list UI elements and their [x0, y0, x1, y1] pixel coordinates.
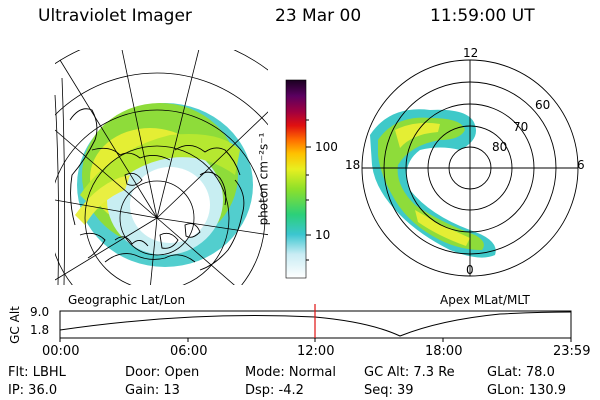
mlat-label-80: 80: [492, 140, 508, 154]
param-seq: Seq: 39: [364, 383, 414, 398]
param-flt: Flt: LBHL: [8, 365, 66, 380]
geo-map-label: Geographic Lat/Lon: [68, 293, 186, 307]
xtick-1200: 12:00: [297, 344, 335, 359]
param-glat: GLat: 78.0: [487, 365, 555, 380]
colorbar-tick-10: 10: [315, 228, 331, 242]
mlt-label-0: 0: [466, 263, 474, 277]
time-label: 11:59:00 UT: [430, 6, 535, 26]
param-dsp: Dsp: -4.2: [245, 383, 304, 398]
polar-oval-yellow-top: [395, 122, 440, 148]
polar-plot: [361, 59, 579, 277]
altitude-ytick-9: 9.0: [30, 305, 50, 319]
polar-oval-green: [378, 117, 484, 250]
colorbar-tick-marks: [306, 119, 311, 261]
param-mode: Mode: Normal: [245, 365, 336, 380]
param-door: Door: Open: [125, 365, 200, 380]
geo-band-bright: [75, 175, 130, 225]
geo-band: [80, 134, 240, 210]
param-ip: IP: 36.0: [8, 383, 58, 398]
altitude-plot: [59, 304, 572, 342]
colorbar-unit-label: photon cm⁻²s⁻¹: [256, 132, 271, 226]
mlat-label-70: 70: [513, 120, 529, 134]
polar-plot-label: Apex MLat/MLT: [440, 293, 530, 307]
polar-oval-yellow-bottom: [415, 210, 470, 246]
mlt-label-18: 18: [345, 158, 361, 172]
colorbar-gradient: [285, 79, 307, 279]
xtick-1800: 18:00: [425, 344, 463, 359]
param-glon: GLon: 130.9: [487, 383, 567, 398]
mlat-label-60: 60: [535, 98, 551, 112]
altitude-ylabel: GC Alt: [7, 306, 22, 344]
mlt-label-12: 12: [463, 46, 479, 60]
colorbar-tick-100: 100: [315, 140, 338, 154]
param-gcalt: GC Alt: 7.3 Re: [364, 365, 455, 380]
geo-map: [55, 50, 268, 285]
mlt-label-6: 6: [577, 158, 585, 172]
xtick-2359: 23:59: [553, 344, 591, 359]
param-gain: Gain: 13: [125, 383, 180, 398]
altitude-curve: [59, 311, 572, 337]
xtick-0600: 06:00: [170, 344, 208, 359]
date-label: 23 Mar 00: [275, 6, 362, 26]
polar-hole: [419, 173, 442, 200]
instrument-title: Ultraviolet Imager: [38, 6, 192, 26]
xtick-0000: 00:00: [42, 344, 80, 359]
altitude-ytick-1-8: 1.8: [30, 323, 50, 337]
